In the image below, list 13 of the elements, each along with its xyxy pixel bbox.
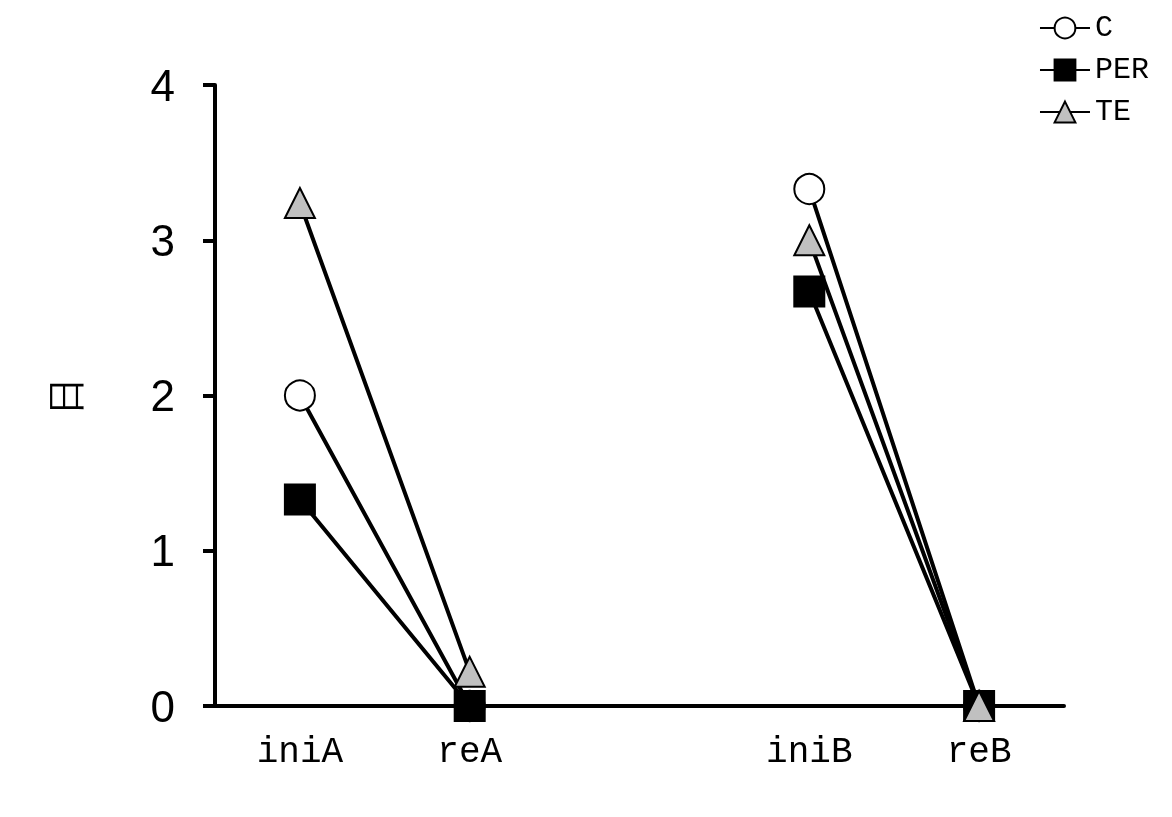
y-tick-label: 2 [150, 371, 175, 420]
y-tick-label: 0 [150, 681, 175, 731]
x-tick-label: iniB [766, 731, 853, 773]
legend-label: PER [1094, 53, 1150, 87]
y-tick-label: 3 [150, 215, 175, 265]
y-axis-title: 日 [44, 376, 88, 415]
x-tick-label: reA [437, 731, 503, 773]
x-tick-label: iniA [256, 731, 344, 773]
y-tick-label: 1 [150, 526, 175, 576]
legend-label: TE [1094, 95, 1132, 129]
legend-label: C [1094, 11, 1114, 45]
x-tick-label: reB [946, 731, 1012, 773]
y-tick-label: 4 [150, 60, 175, 110]
